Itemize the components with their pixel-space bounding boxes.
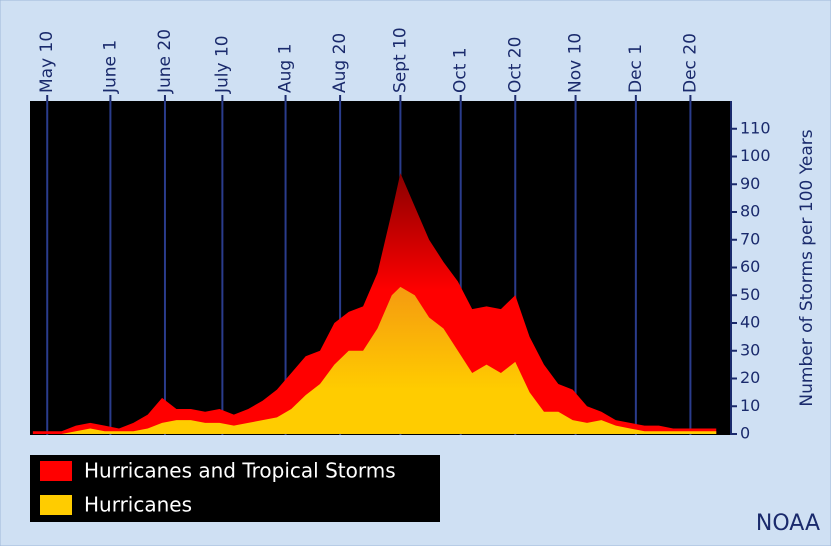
legend [30,455,440,522]
x-tick-label: Dec 20 [680,33,700,93]
y-tick-label: 60 [740,257,760,276]
y-tick-label: 80 [740,202,760,221]
y-tick-label: 100 [740,146,771,165]
y-tick-label: 20 [740,368,760,387]
y-tick-label: 10 [740,396,760,415]
y-tick-label: 110 [740,118,771,137]
x-tick-label: Nov 10 [566,33,586,93]
y-tick-label: 30 [740,340,760,359]
y-tick-label: 90 [740,174,760,193]
x-tick-label: July 10 [212,35,232,94]
x-tick-label: Oct 20 [505,37,525,93]
y-axis-title: Number of Storms per 100 Years [797,129,817,406]
x-tick-label: Aug 1 [276,44,296,93]
y-tick-label: 70 [740,229,760,248]
x-tick-label: May 10 [37,31,57,93]
x-tick-label: Dec 1 [626,44,646,93]
x-tick-label: June 1 [100,40,120,94]
x-tick-label: Sept 10 [390,27,410,93]
legend-label: Hurricanes and Tropical Storms [84,459,396,483]
x-tick-label: June 20 [155,29,175,94]
y-tick-label: 0 [740,424,750,443]
x-tick-label: Oct 1 [451,47,471,93]
legend-swatch [40,495,72,515]
area [32,286,717,434]
source: NOAA [756,511,820,536]
area [32,173,717,434]
legend-label: Hurricanes [84,493,192,517]
y-tick-label: 40 [740,313,760,332]
legend-swatch [40,461,72,481]
y-tick-label: 50 [740,285,760,304]
x-tick-label: Aug 20 [330,33,350,93]
